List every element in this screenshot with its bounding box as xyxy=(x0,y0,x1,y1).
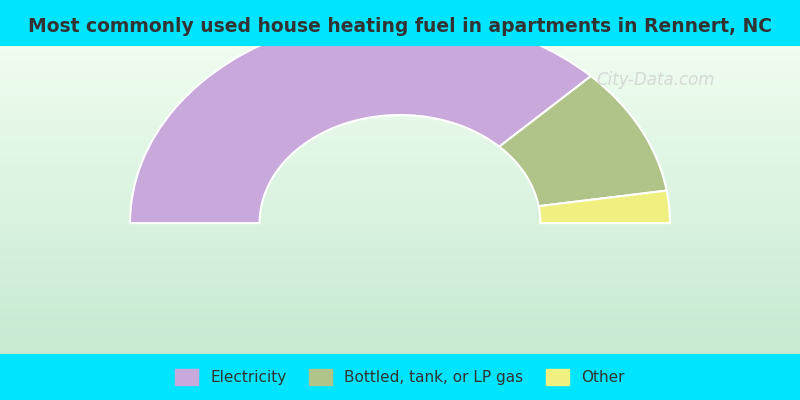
Wedge shape xyxy=(538,190,670,223)
Wedge shape xyxy=(130,15,591,223)
Wedge shape xyxy=(499,76,666,206)
Legend: Electricity, Bottled, tank, or LP gas, Other: Electricity, Bottled, tank, or LP gas, O… xyxy=(175,369,625,385)
Text: Most commonly used house heating fuel in apartments in Rennert, NC: Most commonly used house heating fuel in… xyxy=(28,17,772,36)
Text: City-Data.com: City-Data.com xyxy=(597,71,715,89)
